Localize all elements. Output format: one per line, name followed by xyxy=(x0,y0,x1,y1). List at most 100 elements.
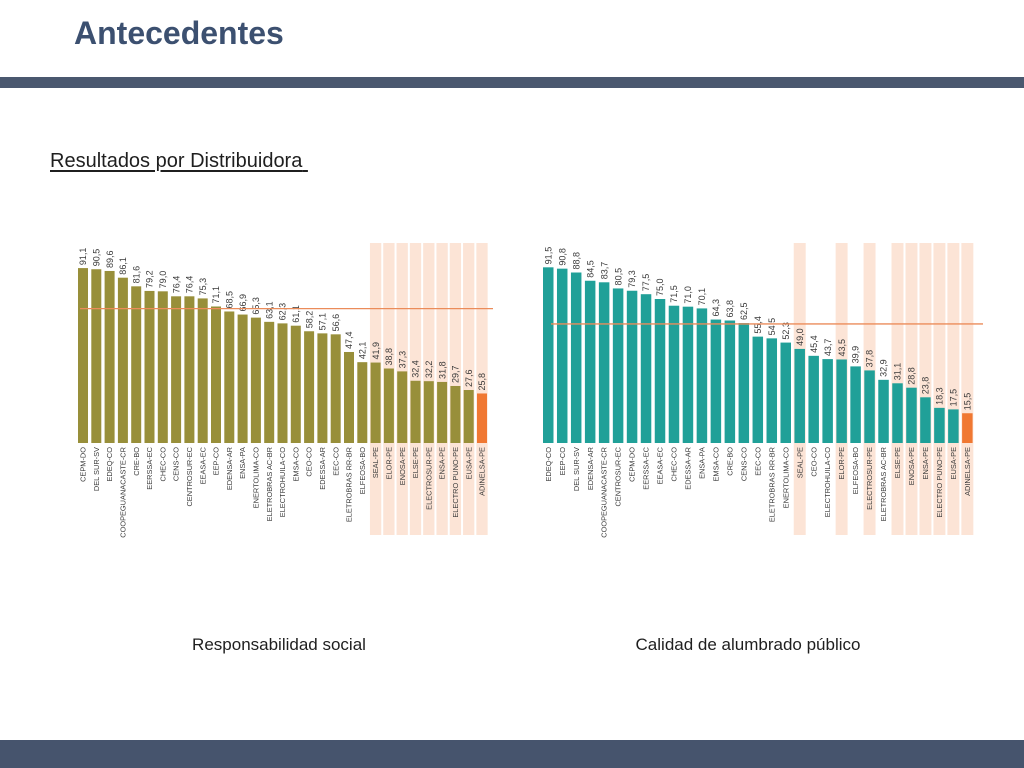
category-label: ELSE-PE xyxy=(893,447,902,478)
bar-value-label: 41,9 xyxy=(371,342,381,360)
bar-chart-responsabilidad-social: 91,1 CEPM-DO 90,5 DEL SUR-SV 89,6 EDEQ-CO 86,1… xyxy=(78,243,493,538)
bar-value-label: 83,7 xyxy=(599,262,609,280)
category-label: EMSA-CO xyxy=(291,447,300,482)
bar-value-label: 71,1 xyxy=(211,286,221,304)
category-label: ELETROBRAS RR-BR xyxy=(345,447,354,522)
bar xyxy=(211,306,221,443)
bar xyxy=(878,379,889,443)
bar-value-label: 43,5 xyxy=(837,339,847,357)
category-label: CEO-CO xyxy=(809,447,818,477)
bar-value-label: 55,4 xyxy=(753,316,763,334)
bar-value-label: 57,1 xyxy=(318,313,328,331)
category-label: ENERTOLIMA-CO xyxy=(781,447,790,509)
bar-value-label: 38,8 xyxy=(384,348,394,366)
bar-value-label: 64,3 xyxy=(711,299,721,317)
category-label: ELECTRO PUNO-PE xyxy=(935,447,944,518)
category-label: ADINELSA-PE xyxy=(478,447,487,496)
bar-value-label: 45,4 xyxy=(809,335,819,353)
category-label: EEC-CO xyxy=(331,447,340,476)
category-label: ELECTROSUR-PE xyxy=(424,447,433,510)
bar xyxy=(383,368,394,443)
category-label: DEL SUR-SV xyxy=(92,447,101,491)
footer-band xyxy=(0,740,1024,768)
category-label: CEO-CO xyxy=(305,447,314,477)
category-label: EEP-CO xyxy=(558,447,567,476)
bar xyxy=(668,305,680,443)
category-label: DEL SUR-SV xyxy=(572,447,581,491)
bar xyxy=(724,320,736,443)
category-label: ELECTROSUR-PE xyxy=(865,447,874,510)
chart-caption-responsabilidad-social: Responsabilidad social xyxy=(192,635,366,654)
bar xyxy=(780,342,791,443)
bar xyxy=(752,336,764,443)
bar xyxy=(171,296,182,443)
bar xyxy=(710,319,722,443)
bar-chart-calidad-alumbrado-publico: 91,5 EDEQ-CO 90,8 EEP-CO 88,8 DEL SUR-SV 84,5 E… xyxy=(543,243,983,538)
category-label: EUSA-PE xyxy=(464,447,473,480)
section-subtitle-text: Resultados por Distribuidora xyxy=(50,150,303,172)
bar xyxy=(224,311,235,443)
bar-value-label: 66,9 xyxy=(238,294,248,312)
bar xyxy=(962,413,973,443)
category-label: EEP-CO xyxy=(212,447,221,476)
bar-value-label: 27,6 xyxy=(464,369,474,387)
bar xyxy=(131,286,142,443)
bar-value-label: 54,5 xyxy=(767,318,777,336)
bar xyxy=(370,362,381,443)
category-label: ELOR-PE xyxy=(384,447,393,480)
bar xyxy=(317,333,328,443)
category-label: ENSA-PE xyxy=(438,447,447,480)
category-label: CRE-BO xyxy=(132,447,141,476)
category-label: CENTROSUR-EC xyxy=(185,446,194,506)
bar-value-label: 71,0 xyxy=(683,286,693,304)
bar-value-label: 23,8 xyxy=(921,377,931,395)
bar xyxy=(906,387,917,443)
bar-value-label: 52,3 xyxy=(781,322,791,340)
bar-value-label: 81,6 xyxy=(131,266,141,284)
category-label: EMSA-CO xyxy=(711,447,720,482)
bar xyxy=(612,288,624,443)
category-label: ELETROBRAS AC-BR xyxy=(879,447,888,521)
bar-value-label: 31,1 xyxy=(893,363,903,381)
category-label: ELECTROHUILA-CO xyxy=(823,447,832,517)
bar xyxy=(290,325,301,443)
highlight-band xyxy=(476,243,488,535)
header-band xyxy=(0,77,1024,88)
bar xyxy=(864,370,875,443)
bar xyxy=(344,351,354,443)
bar-value-label: 84,5 xyxy=(585,260,595,278)
bar xyxy=(78,268,88,443)
category-label: EDESSA-AR xyxy=(684,447,693,490)
bar xyxy=(104,270,115,443)
bar xyxy=(437,381,448,443)
bar xyxy=(850,366,861,443)
category-label: EDEQ-CO xyxy=(544,447,553,482)
bar xyxy=(934,407,945,443)
category-label: CENTROSUR-EC xyxy=(614,446,623,506)
bar xyxy=(477,393,487,443)
bar xyxy=(738,323,750,443)
slide-title: Antecedentes xyxy=(74,15,284,51)
bar-value-label: 61,1 xyxy=(291,305,301,323)
category-label: ENOSA-PE xyxy=(398,447,407,485)
bar-value-label: 39,9 xyxy=(851,346,861,364)
bar xyxy=(357,362,368,443)
bar-value-label: 79,2 xyxy=(145,270,155,288)
bar xyxy=(836,359,847,443)
bar-value-label: 31,8 xyxy=(437,361,447,379)
bar xyxy=(794,348,805,443)
bar xyxy=(948,409,959,443)
bar-value-label: 25,8 xyxy=(477,373,487,391)
category-label: EDENSA-AR xyxy=(225,447,234,490)
category-label: EERSSA-EC xyxy=(145,446,154,489)
bar-value-label: 43,7 xyxy=(823,339,833,357)
bar-value-label: 62,3 xyxy=(278,303,288,321)
category-label: CRE-BO xyxy=(725,447,734,476)
bar-value-label: 32,4 xyxy=(411,360,421,378)
category-label: EEC-CO xyxy=(753,447,762,476)
bar-value-label: 17,5 xyxy=(949,389,959,407)
bar xyxy=(304,331,315,443)
category-label: SEAL-PE xyxy=(795,447,804,478)
bar-value-label: 63,8 xyxy=(725,300,735,318)
bar-value-label: 58,2 xyxy=(304,311,314,329)
